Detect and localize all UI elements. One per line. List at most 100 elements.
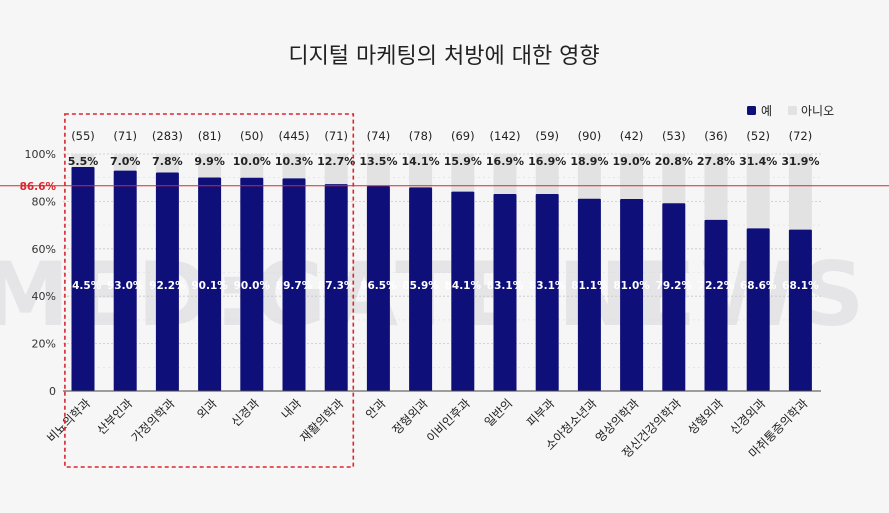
bar-no <box>493 154 517 195</box>
yes-value-label: 83.1% <box>487 280 524 292</box>
yes-value-label: 68.1% <box>782 280 819 292</box>
yes-value-label: 81.1% <box>571 280 608 292</box>
no-value-label: 27.8% <box>697 155 735 168</box>
bar-no <box>704 154 728 220</box>
x-category-label: 안과 <box>363 396 389 422</box>
no-value-label: 31.9% <box>781 155 819 168</box>
bar-yes <box>662 203 686 391</box>
x-category-label: 이비인후과 <box>424 396 473 445</box>
no-value-label: 7.0% <box>110 155 141 168</box>
yes-value-label: 94.5% <box>65 280 102 292</box>
no-value-label: 5.5% <box>68 155 99 168</box>
bar-yes <box>746 228 770 391</box>
bar-no <box>240 154 264 178</box>
sample-count-label: (445) <box>279 129 310 143</box>
bar-no <box>620 154 644 200</box>
bar-yes <box>198 177 222 391</box>
yes-value-label: 90.1% <box>191 280 228 292</box>
sample-count-label: (72) <box>789 129 813 143</box>
x-category-label: 가정의학과 <box>129 396 178 445</box>
yes-value-label: 85.9% <box>402 280 439 292</box>
sample-count-label: (78) <box>409 129 433 143</box>
yes-value-label: 86.5% <box>360 280 397 292</box>
bar-no <box>198 154 222 178</box>
no-value-label: 15.9% <box>444 155 482 168</box>
yes-value-label: 93.0% <box>107 280 144 292</box>
no-value-label: 18.9% <box>570 155 608 168</box>
highlight-box <box>64 113 355 468</box>
bar-yes <box>240 177 264 391</box>
bar-yes <box>324 184 348 391</box>
yes-value-label: 90.0% <box>234 280 271 292</box>
yes-value-label: 79.2% <box>656 280 693 292</box>
bar-yes <box>282 178 306 391</box>
data-labels: (55) 5.5% 94.5% (71) 7.0% 93.0% (283) 7.8% 92.2%… <box>65 129 820 292</box>
grid-lines <box>63 153 821 368</box>
no-value-label: 10.0% <box>233 155 271 168</box>
bar-yes <box>366 185 390 391</box>
average-label: 86.6% <box>20 181 57 193</box>
chart-title: 디지털 마케팅의 처방에 대한 영향 <box>288 44 599 69</box>
bar-yes <box>451 191 475 391</box>
sample-count-label: (69) <box>451 129 475 143</box>
sample-count-label: (50) <box>240 129 264 143</box>
bar-yes <box>71 167 95 391</box>
bar-no <box>324 154 348 185</box>
yes-value-label: 92.2% <box>149 280 186 292</box>
x-category-label: 비뇨의학과 <box>44 396 93 445</box>
no-value-label: 31.4% <box>739 155 777 168</box>
bar-no <box>366 154 390 186</box>
y-tick-label: 60% <box>32 243 56 256</box>
bar-yes <box>155 172 179 391</box>
chart-legend: 예 아니오 <box>747 104 834 118</box>
bar-no <box>746 154 770 229</box>
x-category-label: 피부과 <box>524 396 557 429</box>
sample-count-label: (71) <box>113 129 137 143</box>
yes-value-label: 84.1% <box>445 280 482 292</box>
sample-count-label: (81) <box>198 129 222 143</box>
bar-no <box>535 154 559 195</box>
no-value-label: 13.5% <box>359 155 397 168</box>
no-value-label: 9.9% <box>194 155 225 168</box>
no-value-label: 10.3% <box>275 155 313 168</box>
no-value-label: 16.9% <box>528 155 566 168</box>
bar-yes <box>704 219 728 391</box>
no-value-label: 20.8% <box>655 155 693 168</box>
x-category-label: 내과 <box>279 396 305 422</box>
no-value-label: 19.0% <box>613 155 651 168</box>
bar-no <box>451 154 475 192</box>
sample-count-label: (71) <box>324 129 348 143</box>
sample-count-label: (42) <box>620 129 644 143</box>
bar-no <box>409 154 433 188</box>
x-category-label: 정형외과 <box>390 396 431 437</box>
sample-count-label: (59) <box>535 129 559 143</box>
legend-swatch-yes <box>747 106 756 115</box>
y-tick-label: 40% <box>32 290 56 303</box>
bars <box>71 154 812 391</box>
bar-no <box>282 154 306 179</box>
yes-value-label: 72.2% <box>698 280 735 292</box>
yes-value-label: 87.3% <box>318 280 355 292</box>
bar-no <box>71 154 95 168</box>
sample-count-label: (90) <box>578 129 602 143</box>
sample-count-label: (142) <box>490 129 521 143</box>
bar-no <box>788 154 812 230</box>
y-tick-label: 0 <box>49 385 56 398</box>
bar-no <box>662 154 686 204</box>
sample-count-label: (53) <box>662 129 686 143</box>
x-category-label: 일반의 <box>482 396 515 429</box>
yes-value-label: 89.7% <box>276 280 313 292</box>
no-value-label: 16.9% <box>486 155 524 168</box>
y-tick-label: 80% <box>32 195 56 208</box>
yes-value-label: 83.1% <box>529 280 566 292</box>
y-tick-label: 100% <box>25 148 56 161</box>
bar-yes <box>113 170 137 391</box>
x-category-label: 재활의학과 <box>297 396 346 445</box>
y-tick-label: 20% <box>32 338 56 351</box>
bar-yes <box>620 199 644 391</box>
no-value-label: 12.7% <box>317 155 355 168</box>
sample-count-label: (74) <box>367 129 391 143</box>
no-value-label: 14.1% <box>402 155 440 168</box>
x-category-label: 신경과 <box>229 396 262 429</box>
